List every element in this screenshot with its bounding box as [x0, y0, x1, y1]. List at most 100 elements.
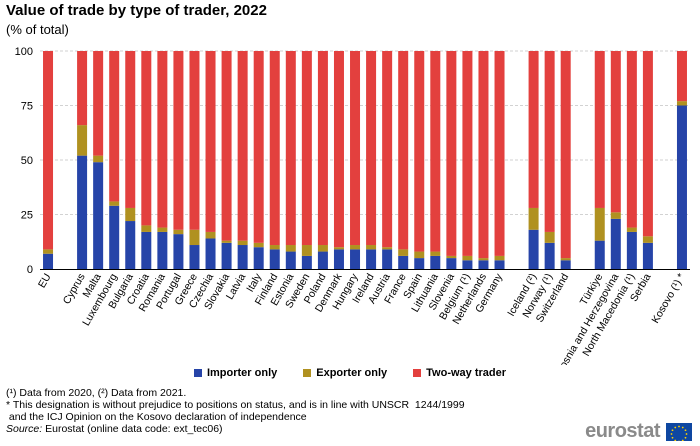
bar-segment-two-way — [430, 51, 441, 252]
bar-segment-two-way — [626, 51, 637, 228]
bar-segment-importer — [626, 231, 637, 269]
bar-segment-importer — [544, 242, 555, 269]
bar-segment-exporter — [642, 236, 653, 243]
bar-segment-importer — [93, 162, 104, 269]
bar-segment-two-way — [317, 51, 328, 246]
bar-segment-importer — [446, 258, 457, 269]
x-tick-label: Kosovo (¹) * — [649, 272, 687, 326]
bar-segment-importer — [43, 253, 54, 269]
bar-segment-exporter — [462, 255, 473, 261]
bar-segment-two-way — [366, 51, 377, 246]
bar-segment-two-way — [269, 51, 280, 246]
y-tick-label: 25 — [21, 210, 33, 222]
bar-segment-exporter — [173, 229, 184, 235]
bar-segment-importer — [350, 249, 361, 269]
bar-segment-two-way — [301, 51, 312, 246]
footnotes: (¹) Data from 2020, (²) Data from 2021. … — [6, 387, 465, 435]
bar-segment-exporter — [350, 245, 361, 250]
bar-segment-importer — [676, 105, 687, 269]
bar-segment-two-way — [173, 51, 184, 230]
bar-segment-exporter — [478, 258, 489, 261]
legend-swatch-exporter — [303, 369, 312, 377]
bar-segment-exporter — [253, 242, 264, 248]
bar-segment-importer — [301, 255, 312, 269]
bar-segment-exporter — [494, 255, 505, 261]
bar-segment-exporter — [269, 245, 280, 250]
eurostat-logo-text: eurostat — [585, 420, 660, 442]
bar-segment-importer — [528, 229, 539, 269]
bar-segment-importer — [253, 247, 264, 269]
bar-segment-exporter — [382, 247, 393, 250]
y-tick-label: 50 — [21, 155, 33, 167]
legend-label-exporter: Exporter only — [316, 367, 388, 379]
bar-segment-two-way — [462, 51, 473, 256]
bar-segment-exporter — [301, 245, 312, 256]
bar-segment-two-way — [528, 51, 539, 208]
bar-segment-importer — [642, 242, 653, 269]
bar-segment-two-way — [77, 51, 88, 126]
footnote-kosovo-line-2: and the ICJ Opinion on the Kosovo declar… — [6, 411, 307, 423]
bar-segment-exporter — [446, 255, 457, 259]
source-line: Source: Eurostat (online data code: ext_… — [6, 423, 465, 435]
bar-segment-importer — [398, 255, 409, 269]
bar-segment-two-way — [109, 51, 120, 202]
bar-segment-importer — [221, 242, 232, 269]
bar-segment-two-way — [125, 51, 136, 208]
chart-subtitle: (% of total) — [6, 22, 69, 37]
bar-segment-importer — [189, 245, 200, 269]
bar-segment-two-way — [560, 51, 571, 259]
bar-segment-importer — [237, 245, 248, 269]
bar-segment-importer — [109, 205, 120, 269]
legend-swatch-importer — [193, 369, 202, 377]
bar-segment-exporter — [141, 225, 152, 232]
legend-label-importer: Importer only — [206, 367, 278, 379]
bar-segment-exporter — [109, 201, 120, 206]
bar-segment-exporter — [560, 258, 571, 261]
bar-segment-importer — [382, 249, 393, 269]
bar-segment-exporter — [544, 231, 555, 243]
bar-segment-two-way — [610, 51, 621, 213]
y-tick-label: 0 — [27, 264, 33, 276]
y-tick-label: 100 — [15, 46, 33, 58]
bar-segment-two-way — [414, 51, 425, 252]
bar-segment-two-way — [205, 51, 216, 232]
bar-segment-importer — [478, 260, 489, 269]
bar-segment-two-way — [285, 51, 296, 246]
bar-segment-two-way — [43, 51, 54, 250]
bar-segment-exporter — [676, 101, 687, 106]
bar-segment-importer — [462, 260, 473, 269]
bar-segment-exporter — [221, 240, 232, 243]
bar-segment-exporter — [528, 207, 539, 230]
bar-segment-importer — [141, 231, 152, 269]
bar-segment-exporter — [93, 155, 104, 163]
bar-segment-exporter — [366, 245, 377, 250]
bar-segment-importer — [205, 238, 216, 269]
bar-segment-two-way — [494, 51, 505, 256]
bar-segment-importer — [610, 218, 621, 269]
bar-segment-exporter — [430, 251, 441, 256]
bar-segment-exporter — [43, 249, 54, 254]
bar-segment-two-way — [642, 51, 653, 237]
bar-segment-two-way — [253, 51, 264, 243]
footnote-kosovo-line-1: * This designation is without prejudice … — [6, 399, 465, 411]
bar-segment-two-way — [382, 51, 393, 248]
bar-segment-exporter — [398, 249, 409, 256]
bar-segment-importer — [285, 251, 296, 269]
bar-segment-two-way — [93, 51, 104, 156]
bar-segment-two-way — [189, 51, 200, 230]
bar-segment-exporter — [285, 245, 296, 252]
bar-segment-importer — [560, 260, 571, 269]
bar-segment-importer — [430, 255, 441, 269]
bar-segment-importer — [269, 249, 280, 269]
bar-segment-importer — [594, 240, 605, 269]
bar-segment-importer — [317, 251, 328, 269]
bar-segment-importer — [77, 155, 88, 269]
bar-segment-exporter — [125, 207, 136, 222]
bar-segment-two-way — [237, 51, 248, 241]
bar-segment-exporter — [333, 247, 344, 250]
bar-segment-importer — [366, 249, 377, 269]
legend: Importer only Exporter only Two-way trad… — [0, 367, 700, 379]
bar-segment-exporter — [157, 227, 168, 232]
bar-segment-exporter — [237, 240, 248, 246]
